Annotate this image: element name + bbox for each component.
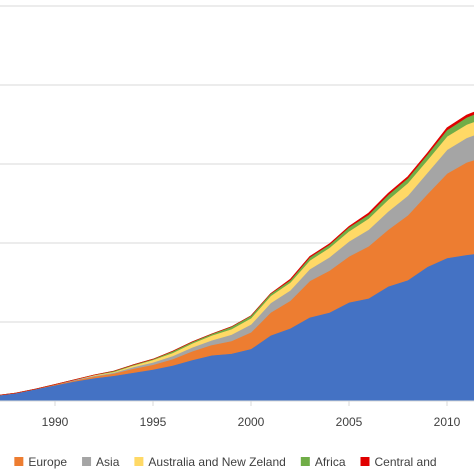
plot-area: [0, 111, 474, 402]
x-tick-label-2010: 2010: [434, 415, 461, 429]
legend-swatch-australia-and-new-zeland: [134, 457, 144, 466]
legend-label-africa: Africa: [315, 455, 346, 469]
x-axis-ticks: 1990 1995 2000 2005 2010: [42, 401, 461, 429]
legend-swatch-africa: [300, 457, 310, 466]
legend-label-europe: Europe: [28, 455, 67, 469]
x-tick-label-1990: 1990: [42, 415, 69, 429]
area-series-central-and-south-america: [0, 111, 474, 396]
legend-label-australia-and-new-zeland: Australia and New Zeland: [148, 455, 285, 469]
x-tick-label-1995: 1995: [140, 415, 167, 429]
legend-label-asia: Asia: [96, 455, 120, 469]
legend-label-central-and-south-america: Central and: [375, 455, 437, 469]
legend: ricaEuropeAsiaAustralia and New ZelandAf…: [14, 455, 437, 469]
x-tick-label-2005: 2005: [336, 415, 363, 429]
x-tick-label-2000: 2000: [238, 415, 265, 429]
legend-swatch-europe: [14, 457, 24, 466]
legend-swatch-central-and-south-america: [360, 457, 370, 466]
legend-swatch-asia: [82, 457, 92, 466]
